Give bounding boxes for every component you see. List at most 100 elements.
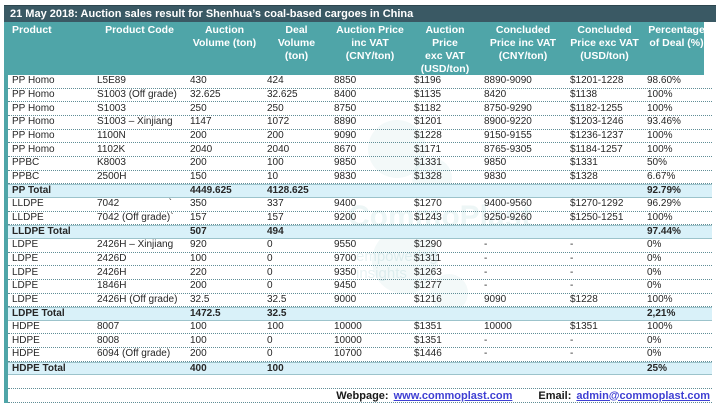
cell-product: LDPE: [12, 266, 39, 278]
cell-auction-price-inc-vat: 9400: [334, 198, 357, 210]
cell-product-code: 2426H (Off grade): [97, 293, 178, 305]
cell-concluded-price-inc-vat: 8420: [484, 88, 507, 100]
cell-auction-price-exc-vat: $1351: [414, 321, 442, 333]
cell-deal-volume: 32.5: [267, 293, 287, 305]
cell-deal-volume: 157: [267, 211, 284, 223]
cell-deal-volume: 200: [267, 129, 284, 141]
spacer-row: [8, 375, 712, 390]
column-header-auction-price-exc-vat: Auction Price exc VAT (USD/ton): [420, 24, 470, 75]
table-row: PP Homo S1003 – Xinjiang 1147 1072 8890 $1201…: [8, 116, 712, 130]
cell-auction-volume: 100: [190, 334, 207, 346]
cell-product: PPBC: [12, 170, 40, 182]
cell-percentage-of-deal: 98.60%: [647, 75, 681, 87]
email-label: Email:: [538, 389, 572, 402]
cell-product: LDPE: [12, 280, 39, 292]
cell-concluded-price-inc-vat: 9830: [484, 170, 507, 182]
stray-tick-mark: `: [170, 211, 174, 223]
cell-auction-volume: 100: [190, 321, 207, 333]
cell-product: LDPE: [12, 252, 39, 264]
cell-auction-price-exc-vat: $1228: [414, 129, 442, 141]
webpage-label: Webpage:: [336, 389, 389, 402]
table-body: PP Homo L5E89 430 424 8850 $1196 8890-9090 $120…: [8, 75, 712, 403]
cell-auction-price-inc-vat: 9700: [334, 252, 357, 264]
cell-concluded-price-exc-vat: $1328: [570, 170, 598, 182]
cell-product: LLDPE: [12, 198, 44, 210]
cell-auction-volume: 4449.625: [190, 185, 232, 197]
cell-percentage-of-deal: 6.67%: [647, 170, 676, 182]
cell-product: LDPE: [12, 239, 39, 251]
cell-percentage-of-deal: 2,21%: [647, 307, 676, 319]
cell-auction-price-exc-vat: $1311: [414, 252, 442, 264]
cell-auction-volume: 220: [190, 266, 207, 278]
cell-concluded-price-exc-vat: $1236-1237: [570, 129, 624, 141]
cell-concluded-price-inc-vat: 9400-9560: [484, 198, 532, 210]
cell-product-code: 2426D: [97, 252, 127, 264]
cell-percentage-of-deal: 0%: [647, 239, 662, 251]
cell-concluded-price-inc-vat: 8890-9090: [484, 75, 532, 87]
cell-deal-volume: 0: [267, 252, 273, 264]
table-row: PPBC K8003 200 100 9850 $1331 9850 $1331 50%: [8, 157, 712, 171]
cell-concluded-price-exc-vat: $1228: [570, 293, 598, 305]
cell-percentage-of-deal: 25%: [647, 362, 668, 374]
cell-percentage-of-deal: 0%: [647, 266, 662, 278]
cell-auction-price-exc-vat: $1328: [414, 170, 442, 182]
cell-deal-volume: 32.625: [267, 88, 298, 100]
cell-auction-price-inc-vat: 9090: [334, 129, 357, 141]
email-link[interactable]: admin@commoplast.com: [576, 389, 710, 402]
table-row: HDPE 8007 100 100 10000 $1351 10000 $1351 100%: [8, 321, 712, 335]
cell-auction-price-inc-vat: 9450: [334, 280, 357, 292]
cell-auction-price-inc-vat: 10000: [334, 334, 362, 346]
cell-auction-volume: 150: [190, 170, 207, 182]
table-row: HDPE 8008 100 0 10000 $1351 - - 0%: [8, 334, 712, 349]
cell-deal-volume: 424: [267, 75, 284, 87]
cell-concluded-price-inc-vat: -: [484, 280, 488, 292]
cell-concluded-price-exc-vat: $1351: [570, 321, 598, 333]
cell-concluded-price-exc-vat: $1201-1228: [570, 75, 624, 87]
cell-auction-price-inc-vat: 8890: [334, 116, 357, 128]
table-row: PP Homo S1003 250 250 8750 $1182 8750-9290 $118…: [8, 102, 712, 116]
cell-percentage-of-deal: 100%: [647, 102, 673, 114]
cell-deal-volume: 0: [267, 348, 273, 360]
column-header-auction-price-inc-vat: Auction Price inc VAT (CNY/ton): [336, 24, 404, 62]
cell-auction-volume: 250: [190, 102, 207, 114]
cell-percentage-of-deal: 100%: [647, 143, 673, 155]
cell-percentage-of-deal: 100%: [647, 293, 673, 305]
cell-concluded-price-inc-vat: 8750-9290: [484, 102, 532, 114]
table-row: PP Homo L5E89 430 424 8850 $1196 8890-9090 $120…: [8, 75, 712, 89]
table-left-border: [4, 22, 8, 403]
column-header-concluded-price-exc-vat: Concluded Price exc VAT (USD/ton): [570, 24, 639, 62]
webpage-link[interactable]: www.commoplast.com: [393, 389, 513, 402]
cell-auction-volume: 350: [190, 198, 207, 210]
cell-deal-volume: 0: [267, 266, 273, 278]
cell-product-code: 7042 (Off grade) `: [93, 212, 186, 224]
cell-deal-volume: 100: [267, 157, 284, 169]
cell-auction-price-exc-vat: $1263: [414, 266, 442, 278]
cell-auction-price-inc-vat: 8670: [334, 143, 357, 155]
cell-auction-price-inc-vat: 9850: [334, 157, 357, 169]
cell-product-code: K8003: [97, 157, 126, 169]
table-row: LDPE 1846H 200 0 9450 $1277 - - 0%: [8, 280, 712, 294]
cell-concluded-price-exc-vat: -: [570, 239, 574, 251]
cell-auction-price-inc-vat: 9000: [334, 293, 357, 305]
cell-concluded-price-inc-vat: 9150-9155: [484, 129, 532, 141]
cell-deal-volume: 100: [267, 321, 284, 333]
cell-product-code: 1846H: [97, 280, 127, 292]
cell-product: PP Homo: [12, 116, 55, 128]
column-header-product-code: Product Code: [105, 24, 174, 36]
cell-auction-price-exc-vat: $1290: [414, 239, 442, 251]
cell-percentage-of-deal: 92.79%: [647, 185, 681, 197]
cell-product: PP Homo: [12, 143, 55, 155]
cell-concluded-price-exc-vat: $1331: [570, 157, 598, 169]
cell-product: PP Homo: [12, 88, 55, 100]
table-total-row: LLDPE Total 507 494 97.44%: [8, 225, 712, 239]
table-row: LLDPE 7042 (Off grade) ` 157 157 9200 $1243 925…: [8, 212, 712, 226]
cell-deal-volume: 494: [267, 226, 284, 238]
cell-auction-volume: 920: [190, 239, 207, 251]
cell-deal-volume: 1072: [267, 116, 290, 128]
cell-auction-price-inc-vat: 9350: [334, 266, 357, 278]
column-header-product: Product: [12, 24, 52, 36]
cell-auction-volume: 1472.5: [190, 307, 221, 319]
cell-product-code: L5E89: [97, 75, 126, 87]
cell-auction-volume: 200: [190, 157, 207, 169]
cell-product: LLDPE Total: [12, 226, 71, 238]
